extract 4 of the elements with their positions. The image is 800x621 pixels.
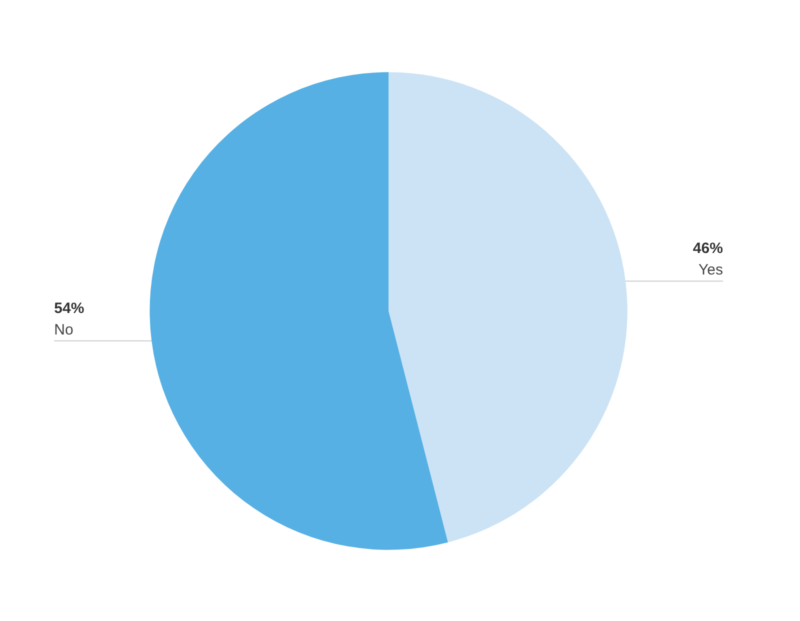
data-label: 46% bbox=[692, 240, 723, 258]
slice-label: Yes bbox=[698, 262, 723, 279]
slice-label: No bbox=[54, 322, 74, 339]
data-label: 54% bbox=[54, 300, 84, 318]
